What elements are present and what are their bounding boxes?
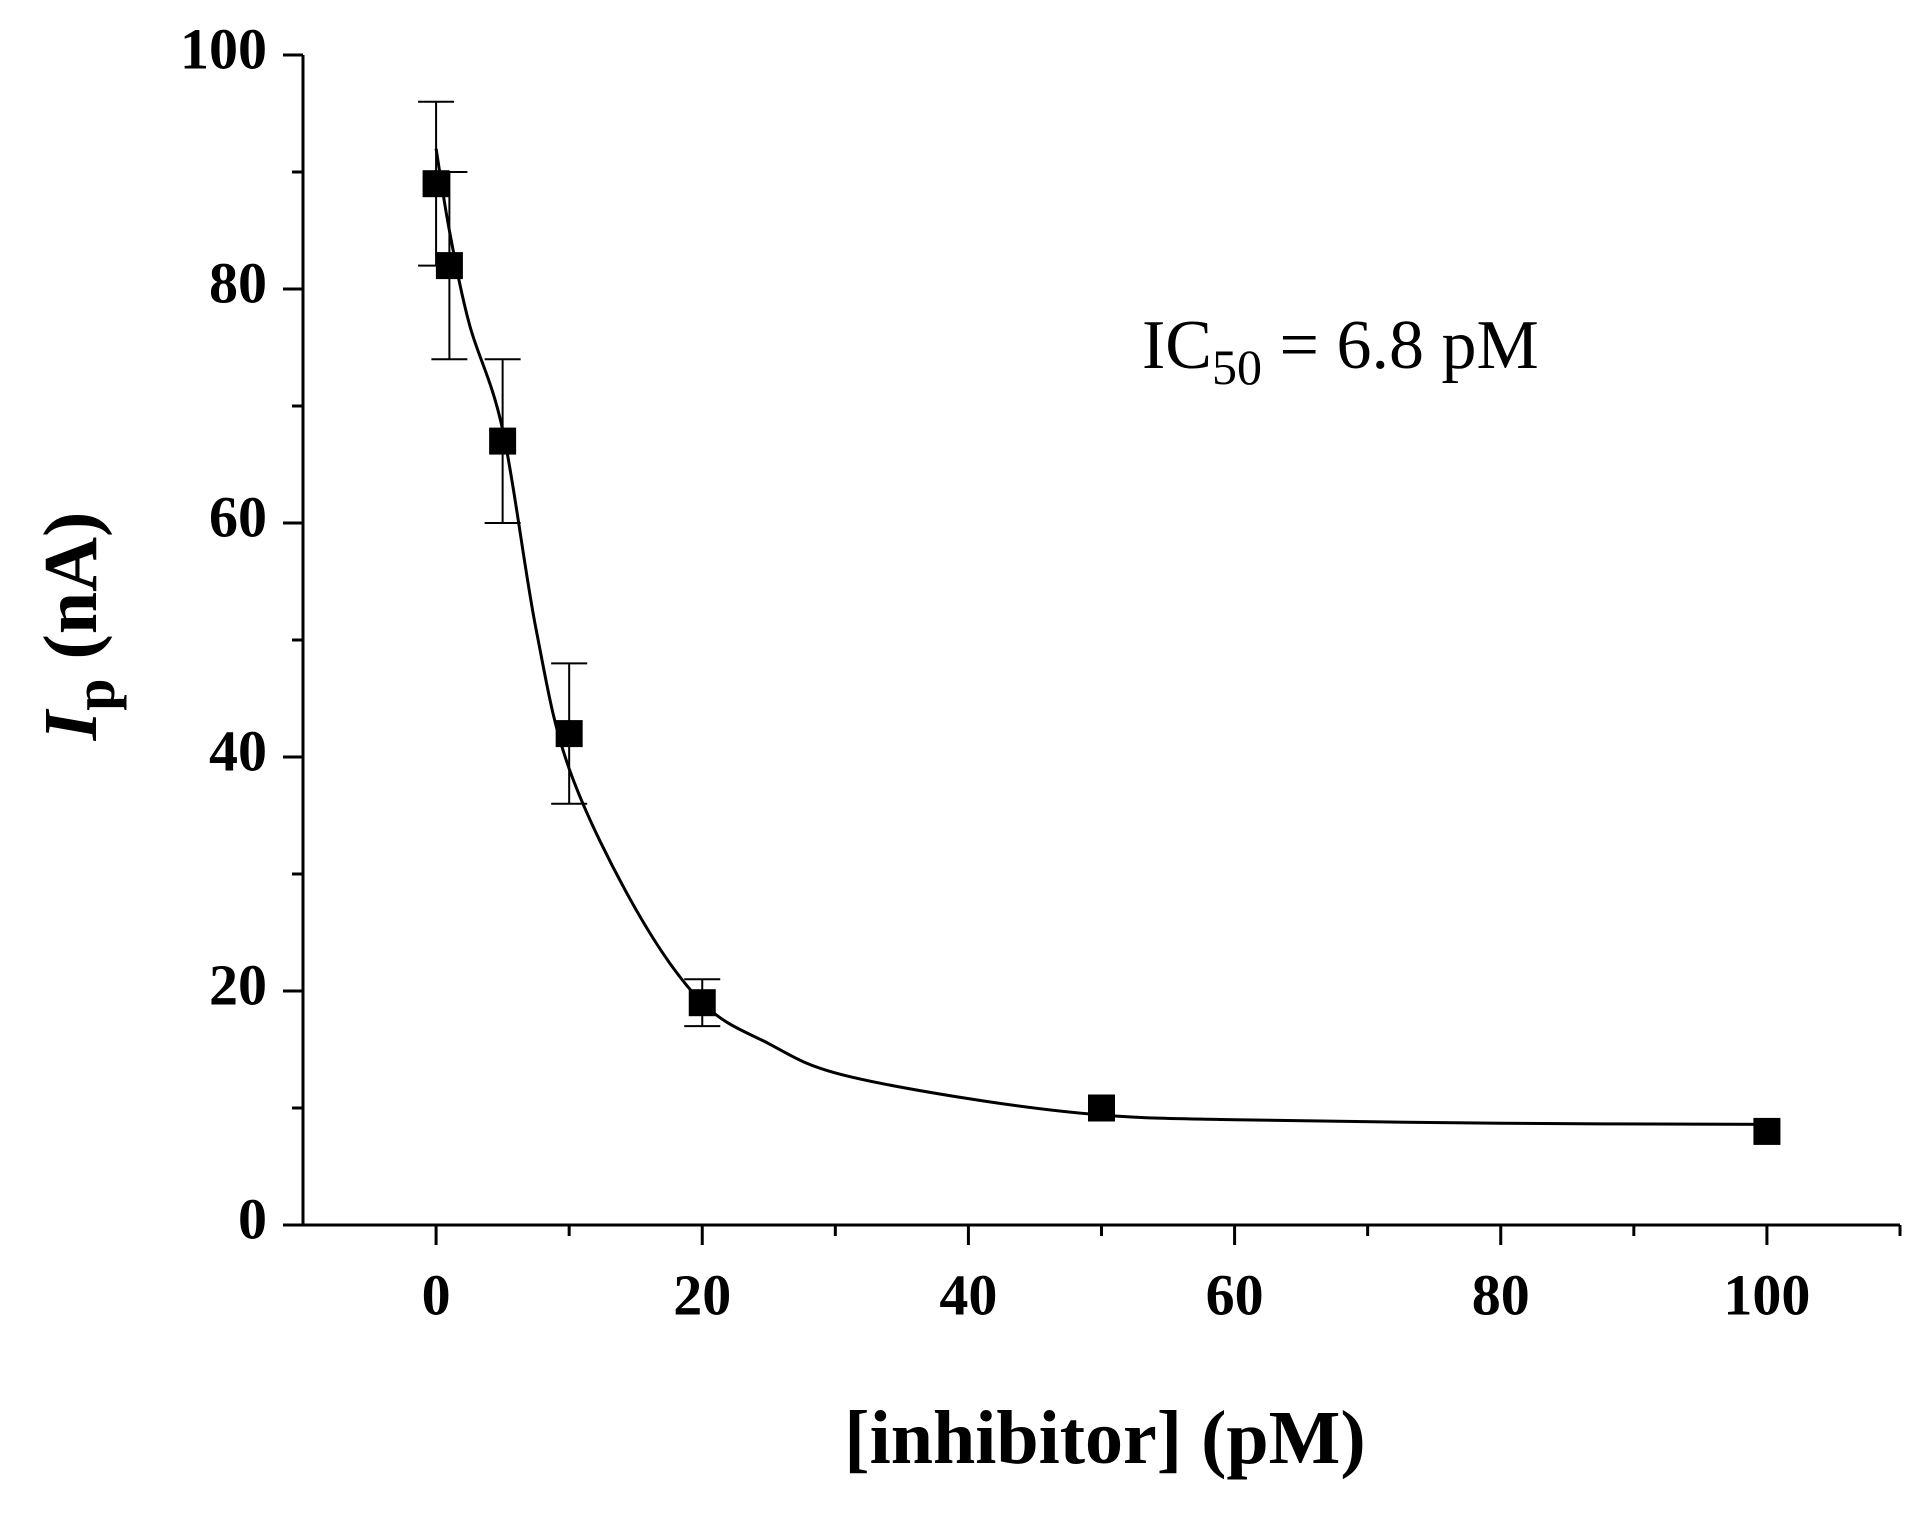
x-tick-label: 0 [422, 1262, 451, 1327]
x-tick-label: 20 [673, 1262, 731, 1327]
x-tick-label: 40 [939, 1262, 997, 1327]
fit-curve [434, 148, 1767, 1126]
y-tick-label: 40 [209, 718, 267, 783]
annotation-subscript: 50 [1212, 339, 1262, 395]
y-axis-unit: (nA) [29, 512, 113, 679]
annotation-main: IC [1142, 307, 1212, 384]
data-point [555, 720, 583, 748]
y-tick-label: 0 [238, 1186, 267, 1251]
data-point [1088, 1094, 1115, 1122]
y-tick-label: 20 [209, 952, 267, 1017]
x-axis-title: [inhibitor] (pM) [844, 1396, 1365, 1480]
y-tick-label: 80 [209, 250, 267, 315]
y-axis-subscript: p [62, 678, 127, 710]
data-point [489, 427, 517, 455]
data-point [688, 989, 716, 1017]
y-axis-title: Ip (nA) [29, 512, 127, 742]
y-tick-label: 100 [180, 16, 267, 81]
y-axis-symbol: I [29, 708, 113, 741]
data-point [422, 170, 450, 198]
annotation: IC50 = 6.8 pM [1142, 307, 1539, 395]
y-tick-label: 60 [209, 484, 267, 549]
x-tick-label: 60 [1206, 1262, 1264, 1327]
annotation-rest: = 6.8 pM [1262, 307, 1539, 384]
data-point [435, 252, 463, 280]
data-point [1753, 1117, 1781, 1145]
x-tick-label: 80 [1472, 1262, 1530, 1327]
x-tick-label: 100 [1723, 1262, 1810, 1327]
